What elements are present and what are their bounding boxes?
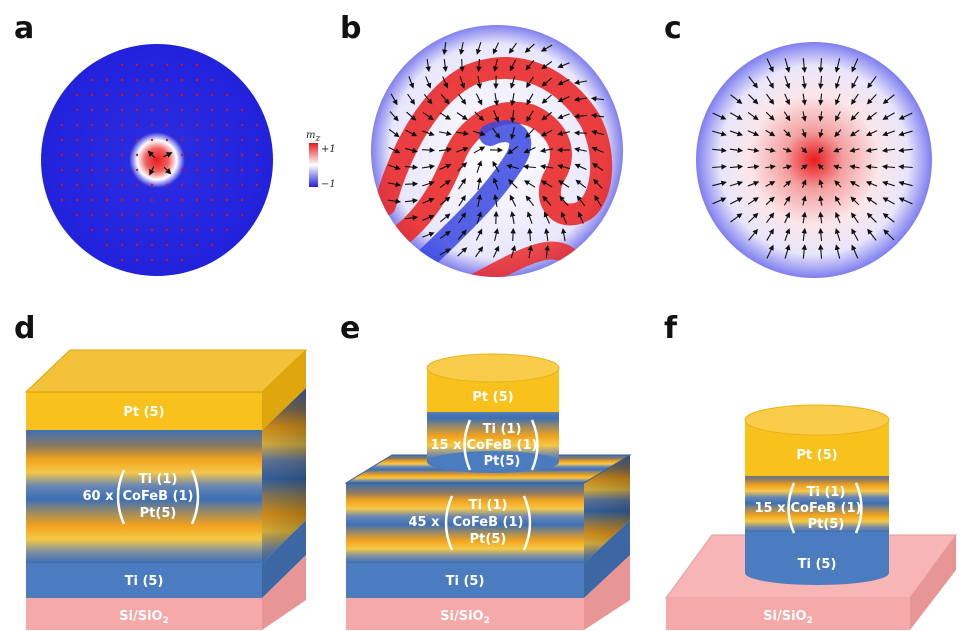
spin-arrows-c bbox=[712, 58, 913, 259]
panel-a-letter: a bbox=[14, 11, 34, 46]
pillar-repeat-e-2: Pt(5) bbox=[484, 454, 521, 469]
pillar-multiplier-e: 15 x bbox=[430, 438, 462, 453]
label-pt-e: Pt (5) bbox=[472, 390, 513, 405]
repeat-d-0: Ti (1) bbox=[139, 472, 178, 487]
repeat-d-1: CoFeB (1) bbox=[122, 489, 193, 504]
label-ti5-f: Ti (5) bbox=[798, 557, 837, 572]
substrate-f-front bbox=[666, 598, 910, 630]
base-repeat-e-1: CoFeB (1) bbox=[452, 515, 523, 530]
multiplier-f: 15 x bbox=[754, 501, 786, 516]
stack-f: Pt (5) 15 x Ti (1) CoFeB (1) Pt(5) Ti (5… bbox=[665, 404, 957, 630]
colorbar-max: +1 bbox=[321, 144, 336, 155]
label-substrate-f: Si/SiO2 bbox=[763, 609, 813, 626]
substrate-d-front bbox=[26, 598, 262, 630]
panel-c-letter: c bbox=[664, 11, 682, 46]
repeat-f-1: CoFeB (1) bbox=[790, 501, 861, 516]
multilayer-d bbox=[26, 430, 262, 563]
ti-layer-e bbox=[346, 563, 584, 598]
panel-d-letter: d bbox=[14, 311, 35, 346]
spin-arrows-b bbox=[387, 41, 605, 259]
repeat-f-2: Pt(5) bbox=[808, 517, 845, 532]
panel-f-letter: f bbox=[664, 311, 678, 346]
base-repeat-e-0: Ti (1) bbox=[469, 498, 508, 513]
base-repeat-e-2: Pt(5) bbox=[470, 532, 507, 547]
label-pt-f: Pt (5) bbox=[796, 448, 837, 463]
label-substrate-e: Si/SiO2 bbox=[440, 609, 490, 626]
repeat-f-0: Ti (1) bbox=[807, 485, 846, 500]
multilayer-f bbox=[745, 472, 889, 532]
radial-disk-c bbox=[696, 42, 932, 278]
repeat-group-d: 60 x Ti (1) CoFeB (1) Pt(5) bbox=[82, 469, 200, 525]
label-substrate-d: Si/SiO2 bbox=[119, 609, 169, 626]
colorbar-min: −1 bbox=[321, 179, 336, 190]
repeat-d-2: Pt(5) bbox=[140, 506, 177, 521]
label-ti5-e: Ti (5) bbox=[446, 574, 485, 589]
colorbar-title: mz bbox=[306, 130, 320, 144]
base-multilayer-e bbox=[346, 483, 584, 563]
multiplier-d: 60 x bbox=[82, 489, 114, 504]
colorbar-gradient bbox=[309, 143, 318, 187]
label-pt-d: Pt (5) bbox=[123, 405, 164, 420]
panel-b-letter: b bbox=[340, 11, 361, 46]
spiral-disk-b bbox=[371, 25, 623, 277]
label-ti5-d: Ti (5) bbox=[125, 574, 164, 589]
panel-e-letter: e bbox=[340, 311, 360, 346]
pillar-repeat-e-0: Ti (1) bbox=[483, 422, 522, 437]
mz-colorbar: mz +1 −1 bbox=[306, 130, 336, 190]
pt-layer-d bbox=[26, 392, 262, 430]
pillar-repeat-e-1: CoFeB (1) bbox=[466, 438, 537, 453]
ti-layer-d bbox=[26, 563, 262, 598]
skyrmion-disk-a bbox=[41, 44, 273, 276]
base-repeat-group-e: 45 x Ti (1) CoFeB (1) Pt(5) bbox=[408, 495, 532, 551]
repeat-group-f: 15 x Ti (1) CoFeB (1) Pt(5) bbox=[754, 482, 863, 534]
spin-grid-a bbox=[60, 63, 259, 262]
stack-e: Pt (5) 15 x Ti (1) CoFeB (1) Pt(5) 45 x … bbox=[344, 353, 632, 630]
base-multiplier-e: 45 x bbox=[408, 515, 440, 530]
pillar-repeat-group-e: 15 x Ti (1) CoFeB (1) Pt(5) bbox=[430, 419, 539, 471]
stack-d: Pt (5) Ti (5) Si/SiO2 60 x Ti (1) CoFeB … bbox=[24, 349, 308, 630]
